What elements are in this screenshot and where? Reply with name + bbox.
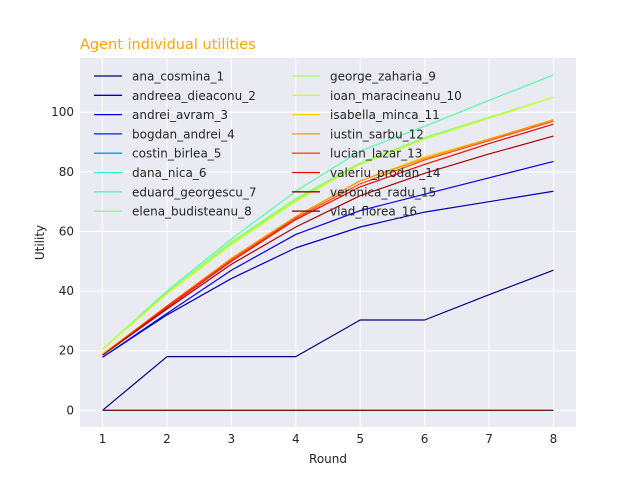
legend-label: andrei_avram_3 <box>132 108 228 122</box>
legend-label: iustin_sarbu_12 <box>330 127 424 141</box>
x-axis-label: Round <box>309 452 347 466</box>
y-tick-label: 40 <box>59 284 74 298</box>
y-tick-label: 20 <box>59 344 74 358</box>
legend-label: costin_birlea_5 <box>132 147 221 161</box>
series-line-14 <box>102 123 554 356</box>
x-tick-label: 8 <box>550 432 558 446</box>
series-lines <box>102 74 554 411</box>
legend-label: elena_budisteanu_8 <box>132 205 252 219</box>
series-line-3 <box>102 160 554 358</box>
legend-label: veronica_radu_15 <box>330 185 436 199</box>
legend-label: andreea_dieaconu_2 <box>132 89 256 103</box>
series-line-10 <box>102 96 554 350</box>
legend-label: george_zaharia_9 <box>330 70 436 84</box>
x-tick-label: 3 <box>228 432 236 446</box>
x-tick-label: 7 <box>485 432 493 446</box>
legend: ana_cosmina_1 andreea_dieaconu_2 andrei_av… <box>94 70 462 219</box>
grid-lines <box>80 58 576 427</box>
y-tick-label: 80 <box>59 165 74 179</box>
x-tick-label: 5 <box>356 432 364 446</box>
x-tick-label: 2 <box>163 432 171 446</box>
series-line-7 <box>102 74 554 350</box>
series-line-13 <box>102 120 554 356</box>
legend-label: eduard_georgescu_7 <box>132 185 256 199</box>
x-tick-label: 4 <box>292 432 300 446</box>
y-tick-label: 100 <box>51 105 74 119</box>
x-tick-label: 1 <box>99 432 107 446</box>
chart-title: Agent individual utilities <box>80 37 256 53</box>
x-tick-label: 6 <box>421 432 429 446</box>
legend-label: lucian_lazar_13 <box>330 147 422 161</box>
legend-label: dana_nica_6 <box>132 166 206 180</box>
y-tick-label: 0 <box>66 403 74 417</box>
legend-label: valeriu_prodan_14 <box>330 166 441 180</box>
series-line-1 <box>102 269 554 411</box>
legend-label: ioan_maracineanu_10 <box>330 89 462 103</box>
legend-label: vlad_florea_16 <box>330 205 417 219</box>
series-line-2 <box>102 190 554 358</box>
y-tick-label: 60 <box>59 224 74 238</box>
plot-area <box>80 58 576 427</box>
legend-label: bogdan_andrei_4 <box>132 127 235 141</box>
legend-label: isabella_minca_11 <box>330 108 440 122</box>
y-axis-label: Utility <box>33 225 47 260</box>
legend-label: ana_cosmina_1 <box>132 70 224 84</box>
series-line-15 <box>102 135 554 356</box>
